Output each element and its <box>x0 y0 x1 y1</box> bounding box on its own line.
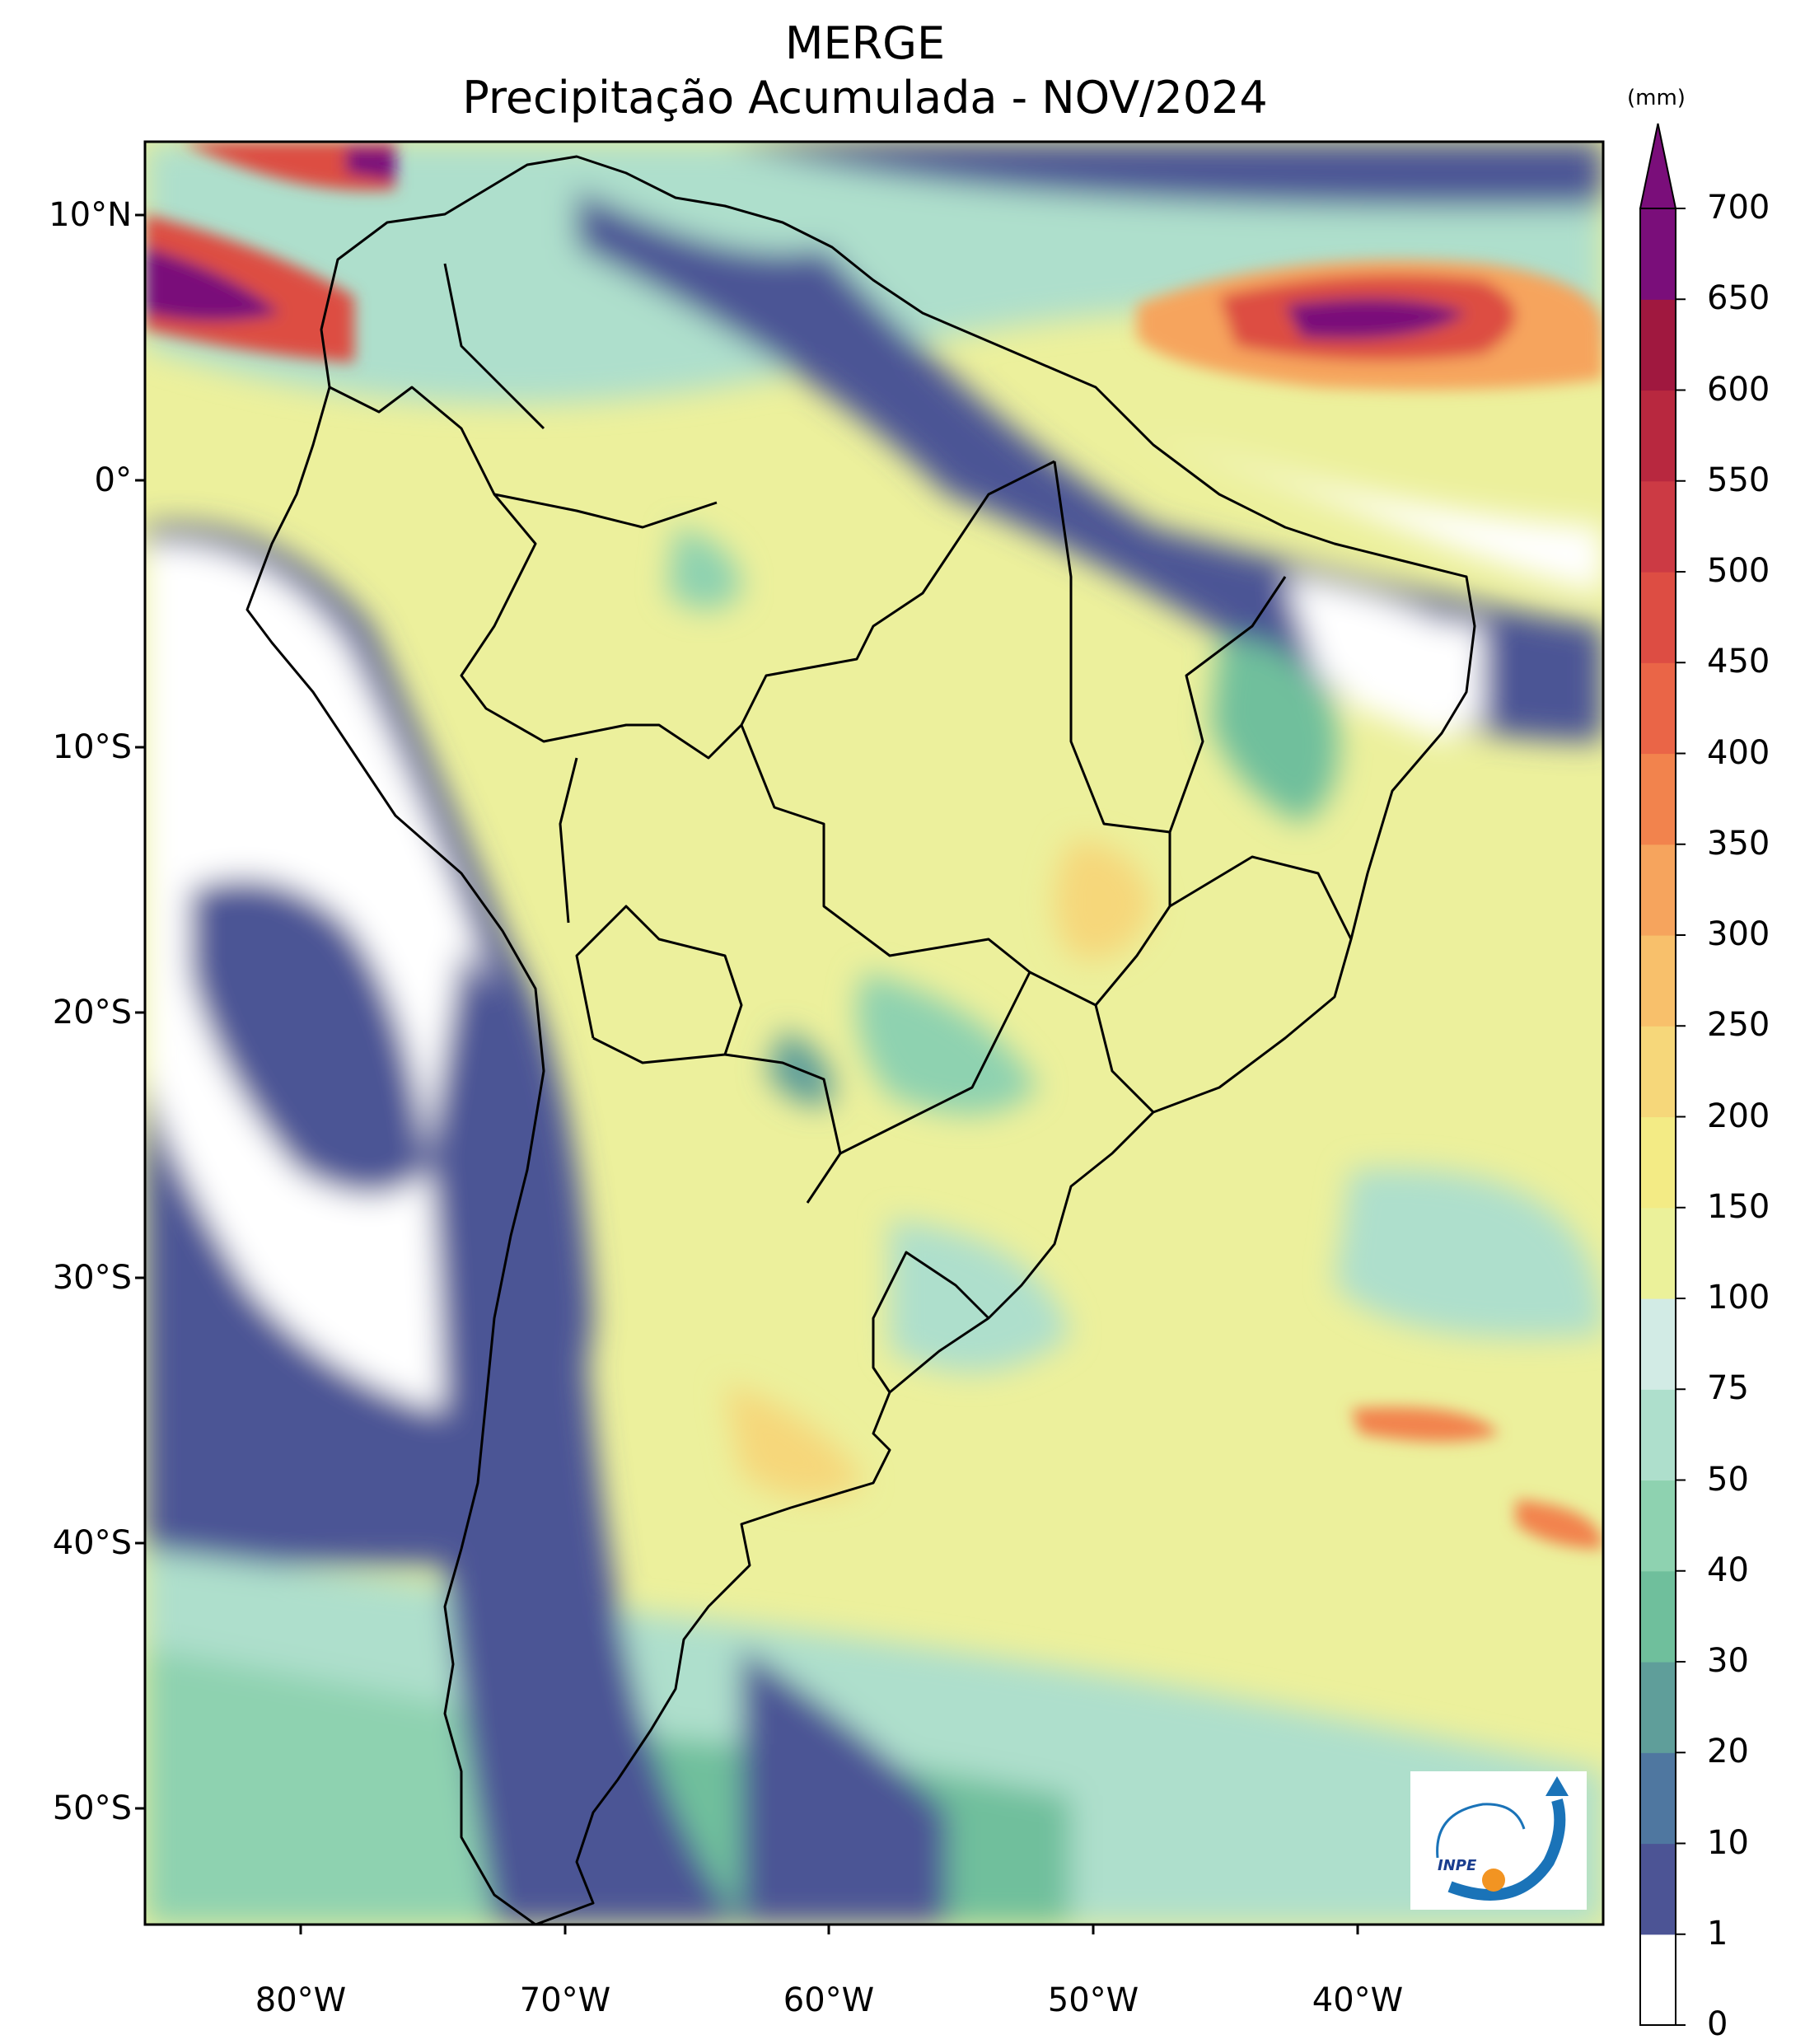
colorbar-tick-label: 0 <box>1707 2005 1728 2043</box>
colorbar-tick-label: 300 <box>1707 915 1770 953</box>
colorbar-tick-label: 250 <box>1707 1006 1770 1045</box>
colorbar-tick-label: 350 <box>1707 824 1770 863</box>
colorbar-tick-label: 30 <box>1707 1642 1749 1680</box>
map-tick-marks <box>135 213 1359 1934</box>
colorbar-extend-arrow <box>1639 123 1677 209</box>
colorbar-tick-label: 20 <box>1707 1733 1749 1771</box>
colorbar-segment <box>1640 208 1676 300</box>
colorbar-tick-label: 75 <box>1707 1369 1749 1408</box>
colorbar-segment <box>1640 1026 1676 1118</box>
lat-label-30s: 30°S <box>52 1259 132 1297</box>
colorbar-segment <box>1640 1207 1676 1299</box>
figure-subtitle: Precipitação Acumulada - NOV/2024 <box>462 72 1268 124</box>
colorbar-segment <box>1640 844 1676 936</box>
colorbar-unit: (mm) <box>1627 86 1686 110</box>
colorbar-tick-label: 450 <box>1707 643 1770 681</box>
colorbar-tick-label: 150 <box>1707 1187 1770 1226</box>
lat-label-20s: 20°S <box>52 994 132 1031</box>
lon-label-50w: 50°W <box>1047 1981 1139 2019</box>
colorbar-tick-label: 400 <box>1707 733 1770 772</box>
colorbar-segment <box>1640 572 1676 663</box>
lon-label-40w: 40°W <box>1312 1981 1404 2019</box>
colorbar-tick-label: 10 <box>1707 1823 1749 1862</box>
lat-label-40s: 40°S <box>52 1524 132 1562</box>
colorbar-segment <box>1640 1934 1676 2026</box>
colorbar-tick-label: 700 <box>1707 189 1770 227</box>
coastline-borders <box>245 155 1476 1925</box>
colorbar-segment <box>1640 1843 1676 1935</box>
colorbar-segment <box>1640 480 1676 573</box>
lat-label-0: 0° <box>94 461 132 499</box>
colorbar-segment <box>1640 1116 1676 1209</box>
colorbar-segment <box>1640 662 1676 755</box>
colorbar-segment <box>1640 1480 1676 1572</box>
colorbar-segment <box>1640 1389 1676 1481</box>
colorbar-segment <box>1640 1570 1676 1663</box>
colorbar-segment <box>1640 1298 1676 1390</box>
lat-label-10s: 10°S <box>52 728 132 766</box>
colorbar-tick-label: 100 <box>1707 1279 1770 1317</box>
lon-label-80w: 80°W <box>255 1981 347 2019</box>
colorbar-segment <box>1640 935 1676 1027</box>
colorbar-tick-label: 1 <box>1707 1914 1728 1953</box>
colorbar-tick-label: 550 <box>1707 461 1770 499</box>
lon-label-60w: 60°W <box>783 1981 875 2019</box>
map-frame <box>143 140 1605 1926</box>
inpe-logo-text: INPE <box>1438 1857 1477 1874</box>
colorbar-tick-label: 650 <box>1707 279 1770 318</box>
colorbar-tick-label: 50 <box>1707 1460 1749 1499</box>
colorbar-tick-label: 200 <box>1707 1097 1770 1135</box>
colorbar-tick-label: 40 <box>1707 1551 1749 1589</box>
colorbar-tick-label: 500 <box>1707 552 1770 590</box>
colorbar-segment <box>1640 1752 1676 1845</box>
lon-label-70w: 70°W <box>519 1981 611 2019</box>
precipitation-field <box>145 142 1603 1925</box>
colorbar <box>1639 123 1686 2026</box>
figure-title: MERGE <box>784 17 946 69</box>
colorbar-segment <box>1640 753 1676 845</box>
colorbar-tick-label: 600 <box>1707 370 1770 409</box>
colorbar-segment <box>1640 299 1676 391</box>
colorbar-segment <box>1640 1662 1676 1753</box>
inpe-logo: INPE <box>1410 1771 1587 1910</box>
lat-label-50s: 50°S <box>52 1789 132 1827</box>
lat-label-10n: 10°N <box>49 196 132 234</box>
colorbar-segment <box>1640 390 1676 482</box>
